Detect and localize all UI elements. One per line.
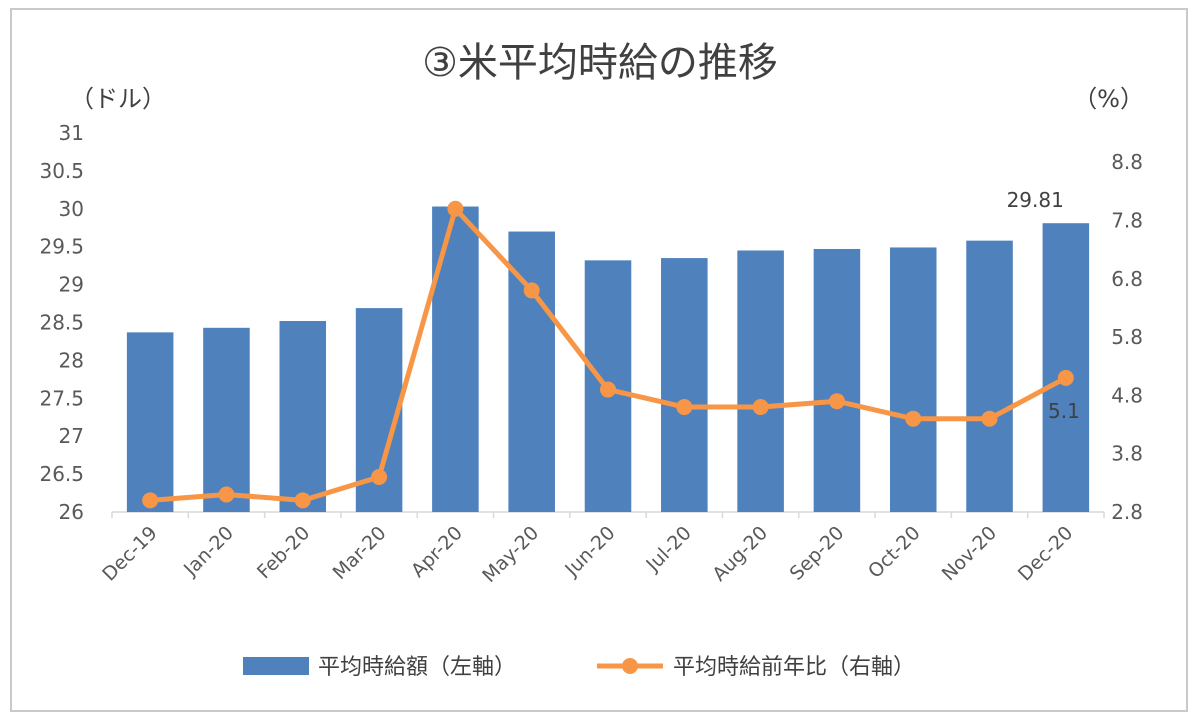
line-point bbox=[447, 200, 464, 217]
x-axis-tick-label: Mar-20 bbox=[329, 522, 391, 584]
left-axis-tick-label: 27 bbox=[59, 424, 84, 448]
line-point bbox=[1057, 369, 1074, 386]
bar bbox=[813, 248, 861, 512]
line-point bbox=[828, 393, 845, 410]
right-axis-tick-label: 5.8 bbox=[1111, 325, 1143, 349]
left-axis-unit: （ドル） bbox=[70, 85, 166, 113]
left-axis-tick-label: 26 bbox=[59, 500, 84, 524]
legend-swatch-bar bbox=[243, 657, 309, 675]
right-axis-unit: （%） bbox=[1073, 85, 1144, 113]
line-point bbox=[218, 486, 235, 503]
data-label: 29.81 bbox=[1007, 188, 1064, 212]
x-axis-tick-label: Dec-20 bbox=[1014, 522, 1078, 586]
x-axis-tick-label: Jan-20 bbox=[179, 522, 238, 581]
bar bbox=[432, 206, 479, 512]
x-axis-tick-label: Dec-19 bbox=[98, 522, 162, 586]
right-axis-tick-label: 6.8 bbox=[1111, 267, 1143, 291]
legend-swatch-marker bbox=[622, 658, 638, 674]
line-point bbox=[142, 492, 159, 509]
chart-title: ③米平均時給の推移 bbox=[422, 40, 778, 86]
left-axis-tick-label: 27.5 bbox=[39, 386, 84, 410]
right-axis-tick-label: 8.8 bbox=[1111, 150, 1143, 174]
legend-label-bar: 平均時給額（左軸） bbox=[318, 655, 516, 680]
x-axis-tick-label: Oct-20 bbox=[864, 522, 925, 583]
line-point bbox=[371, 469, 388, 486]
line-point bbox=[294, 492, 311, 509]
legend-label-line: 平均時給前年比（右軸） bbox=[673, 655, 915, 680]
line-point bbox=[752, 399, 769, 416]
line-point bbox=[676, 399, 693, 416]
bar bbox=[661, 258, 708, 512]
x-axis-tick-label: Jun-20 bbox=[560, 522, 619, 581]
right-axis-tick-label: 3.8 bbox=[1111, 442, 1143, 466]
x-axis-tick-label: Apr-20 bbox=[407, 522, 467, 582]
x-axis-tick-label: Feb-20 bbox=[253, 522, 314, 583]
bar bbox=[508, 231, 555, 513]
bar bbox=[279, 320, 327, 512]
plot-area: 26 26.5 27 27.5 28 28.5 29 29.5 30 30.5 31 2.8 3.8 4.… bbox=[39, 121, 1143, 587]
right-axis-tick-label: 4.8 bbox=[1111, 383, 1143, 407]
bar bbox=[737, 250, 784, 513]
line-point bbox=[600, 381, 616, 398]
left-axis-tick-label: 31 bbox=[59, 121, 84, 145]
bar bbox=[1042, 223, 1090, 512]
left-axis-tick-label: 29 bbox=[59, 273, 84, 297]
x-axis-tick-label: Nov-20 bbox=[938, 522, 1001, 585]
data-label: 5.1 bbox=[1048, 399, 1080, 423]
bar bbox=[126, 332, 174, 512]
x-axis-tick-label: Jul-20 bbox=[641, 522, 695, 576]
left-axis-tick-label: 26.5 bbox=[39, 462, 84, 486]
x-axis-tick-label: May-20 bbox=[478, 522, 543, 587]
left-axis-tick-label: 30 bbox=[59, 197, 84, 221]
x-axis-tick-label: Aug-20 bbox=[708, 522, 772, 586]
bar bbox=[203, 327, 250, 512]
left-axis-tick-label: 30.5 bbox=[39, 159, 84, 183]
line-point bbox=[981, 410, 998, 427]
left-axis-tick-label: 29.5 bbox=[39, 235, 84, 259]
right-axis-tick-label: 7.8 bbox=[1111, 208, 1143, 232]
x-axis-tick-label: Sep-20 bbox=[786, 522, 849, 585]
bar bbox=[889, 247, 937, 512]
line-point bbox=[523, 282, 540, 299]
bar bbox=[966, 240, 1013, 513]
line-point bbox=[905, 410, 922, 427]
right-axis-tick-label: 2.8 bbox=[1111, 500, 1143, 524]
left-axis-tick-label: 28.5 bbox=[39, 311, 84, 335]
left-axis-tick-label: 28 bbox=[59, 348, 84, 372]
legend: 平均時給額（左軸） 平均時給前年比（右軸） bbox=[243, 655, 915, 680]
